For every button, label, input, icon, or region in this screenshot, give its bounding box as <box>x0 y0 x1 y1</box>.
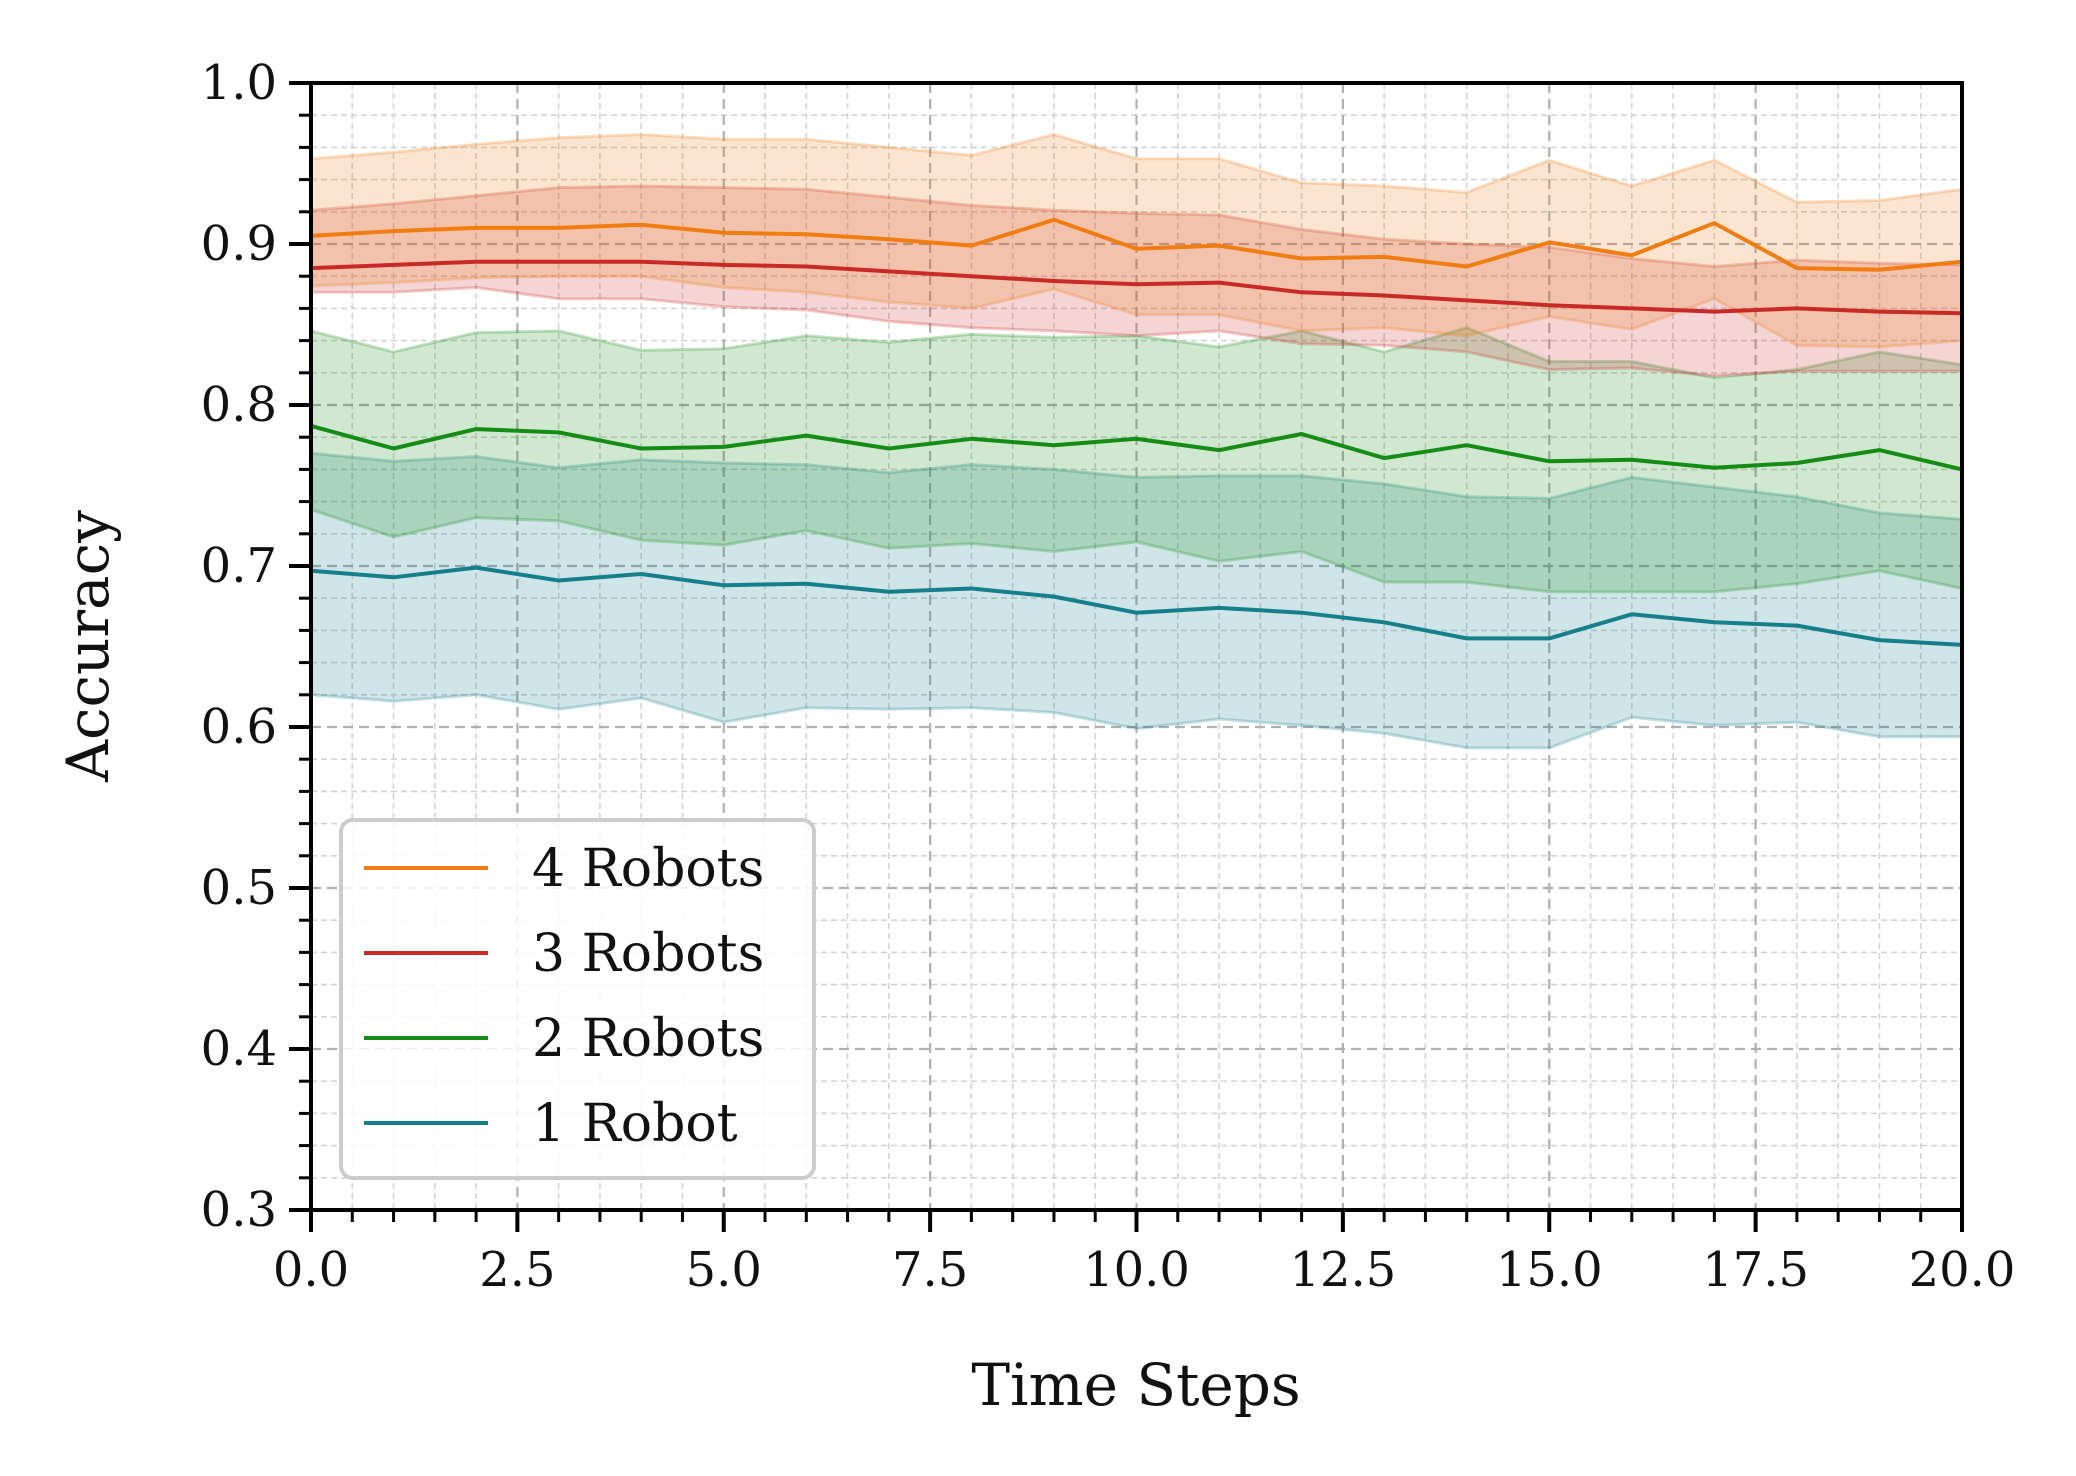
line-3-robots <box>310 259 1963 316</box>
x-tick-label: 15.0 <box>1496 1242 1603 1298</box>
y-tick-label: 0.9 <box>201 216 277 272</box>
x-tick-label: 0.0 <box>273 1242 349 1298</box>
x-tick-label: 10.0 <box>1083 1242 1190 1298</box>
y-axis-label: Accuracy <box>54 510 122 783</box>
series-lines <box>310 217 1963 647</box>
y-tick-label: 0.7 <box>201 538 277 594</box>
y-tick-label: 0.5 <box>201 860 277 916</box>
legend-label-3-robots: 3 Robots <box>532 924 764 984</box>
y-axis-ticks: 0.3 0.4 0.5 0.6 0.7 0.8 0.9 1.0 <box>201 55 311 1238</box>
y-tick-label: 0.4 <box>201 1021 277 1077</box>
x-tick-label: 12.5 <box>1289 1242 1396 1298</box>
y-tick-label: 0.3 <box>201 1182 277 1238</box>
legend-label-1-robot: 1 Robot <box>532 1094 738 1154</box>
line-1-robot <box>310 565 1963 647</box>
y-tick-label: 1.0 <box>201 55 277 111</box>
y-tick-label: 0.6 <box>201 699 277 755</box>
legend: 4 Robots 3 Robots 2 Robots 1 Robot <box>339 818 816 1180</box>
legend-label-2-robots: 2 Robots <box>532 1009 764 1069</box>
y-tick-label: 0.8 <box>201 377 277 433</box>
x-axis-ticks: 0.0 2.5 5.0 7.5 10.0 12.5 15.0 17.5 20.0 <box>273 1210 2016 1298</box>
x-tick-label: 17.5 <box>1702 1242 1809 1298</box>
x-tick-label: 5.0 <box>686 1242 762 1298</box>
x-tick-label: 2.5 <box>479 1242 555 1298</box>
x-axis-label: Time Steps <box>971 1351 1300 1419</box>
line-4-robots <box>310 217 1963 272</box>
line-2-robots <box>310 423 1963 472</box>
legend-box <box>339 818 816 1180</box>
x-tick-label: 20.0 <box>1909 1242 2016 1298</box>
legend-label-4-robots: 4 Robots <box>532 839 764 899</box>
x-tick-label: 7.5 <box>892 1242 968 1298</box>
